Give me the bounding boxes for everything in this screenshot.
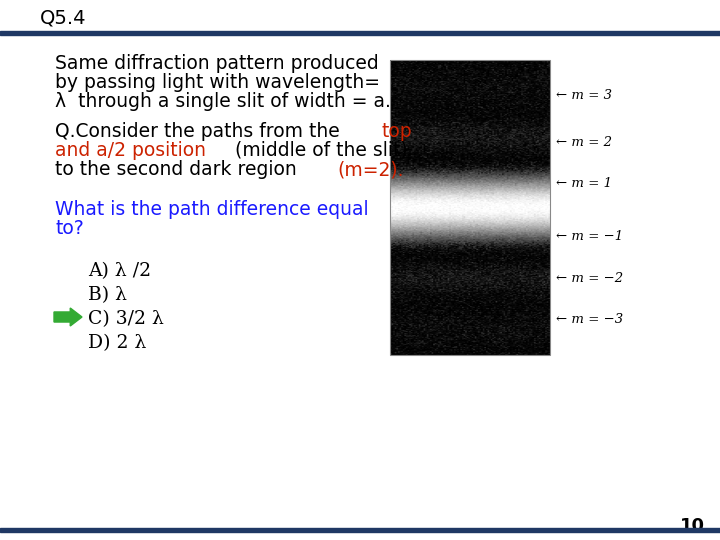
Text: ← m = 3: ← m = 3 [556, 89, 612, 102]
Bar [390, 60, 550, 355]
Bar [0, 31, 720, 35]
Text: ← m = 2: ← m = 2 [556, 136, 612, 149]
Text: A) λ /2: A) λ /2 [88, 262, 151, 280]
Text: ← m = 1: ← m = 1 [556, 178, 612, 191]
Text: (m=2).: (m=2). [338, 160, 404, 179]
Text: λ  through a single slit of width = a.: λ through a single slit of width = a. [55, 92, 391, 111]
Text: Q5.4: Q5.4 [40, 9, 86, 28]
Text: 10: 10 [680, 517, 705, 535]
Text: by passing light with wavelength=: by passing light with wavelength= [55, 73, 380, 92]
Text: C) 3/2 λ: C) 3/2 λ [88, 310, 164, 328]
Text: B) λ: B) λ [88, 286, 127, 304]
Text: top: top [382, 122, 412, 141]
Text: to?: to? [55, 219, 84, 238]
Text: Q.Consider the paths from the: Q.Consider the paths from the [55, 122, 346, 141]
Text: ← m = −2: ← m = −2 [556, 272, 623, 285]
Polygon shape [54, 308, 82, 326]
Text: and a/2 position: and a/2 position [55, 141, 206, 160]
Text: to the second dark region: to the second dark region [55, 160, 302, 179]
Text: Same diffraction pattern produced: Same diffraction pattern produced [55, 54, 379, 73]
Text: ← m = −1: ← m = −1 [556, 231, 623, 244]
Text: D) 2 λ: D) 2 λ [88, 334, 146, 352]
Bar [0, 528, 720, 532]
Text: What is the path difference equal: What is the path difference equal [55, 200, 369, 219]
Text: ← m = −3: ← m = −3 [556, 313, 623, 326]
Text: (middle of the slit): (middle of the slit) [229, 141, 408, 160]
